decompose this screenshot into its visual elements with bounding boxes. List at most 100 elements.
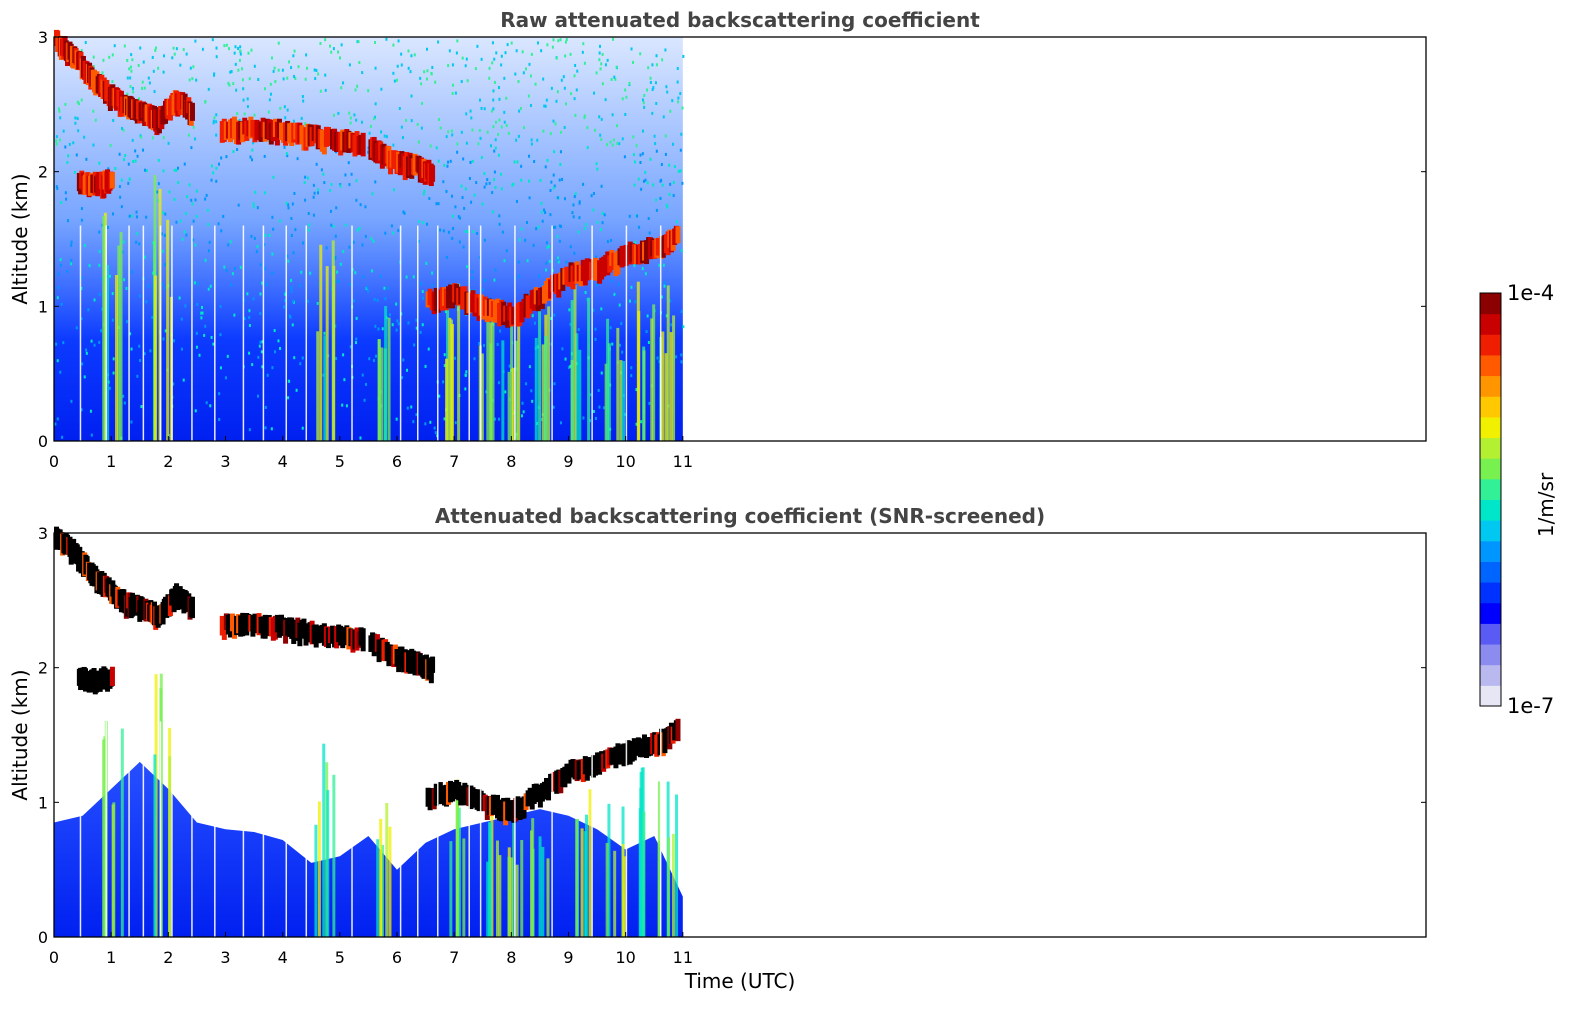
noise-speckle (600, 184, 603, 188)
noise-speckle (147, 284, 150, 288)
noise-speckle (253, 236, 256, 240)
noise-speckle (302, 99, 305, 103)
noise-speckle (132, 159, 135, 163)
noise-speckle (447, 64, 450, 68)
noise-speckle (538, 274, 541, 278)
noise-speckle (83, 244, 86, 248)
noise-speckle (499, 329, 502, 333)
noise-speckle (242, 98, 245, 102)
noise-speckle (212, 342, 215, 346)
noise-speckle (57, 272, 60, 276)
noise-speckle (559, 421, 562, 425)
noise-speckle (172, 339, 175, 343)
plume-streak (498, 855, 502, 937)
noise-speckle (292, 299, 295, 303)
noise-speckle (497, 153, 500, 157)
noise-speckle (470, 200, 473, 204)
noise-speckle (272, 69, 275, 73)
plume-streak (675, 794, 679, 937)
noise-speckle (397, 322, 400, 326)
noise-speckle (316, 191, 319, 195)
noise-speckle (123, 401, 126, 405)
noise-speckle (188, 183, 191, 187)
noise-speckle (134, 159, 137, 163)
colorbar-min-label: 1e-7 (1507, 694, 1554, 718)
noise-speckle (218, 417, 221, 421)
noise-speckle (403, 211, 406, 215)
noise-speckle (642, 129, 645, 133)
noise-speckle (584, 226, 587, 230)
noise-speckle (410, 405, 413, 409)
noise-speckle (541, 219, 544, 223)
noise-speckle (137, 63, 140, 67)
noise-speckle (302, 241, 305, 245)
noise-speckle (468, 176, 471, 180)
plume-streak (606, 318, 610, 441)
noise-speckle (569, 364, 572, 368)
noise-speckle (569, 92, 572, 96)
noise-speckle (332, 113, 335, 117)
noise-speckle (152, 69, 155, 73)
colorbar-frame (1479, 292, 1502, 707)
noise-speckle (647, 340, 650, 344)
noise-speckle (460, 130, 463, 134)
boundary-layer (54, 761, 683, 937)
noise-speckle (471, 159, 474, 163)
noise-speckle (452, 83, 455, 87)
noise-speckle (246, 292, 249, 296)
noise-speckle (247, 51, 250, 55)
noise-speckle (140, 405, 143, 409)
noise-speckle (178, 296, 181, 300)
noise-speckle (55, 135, 58, 139)
noise-speckle (549, 188, 552, 192)
noise-speckle (447, 160, 450, 164)
noise-speckle (268, 233, 271, 237)
noise-speckle (547, 244, 550, 248)
noise-speckle (574, 192, 577, 196)
noise-speckle (130, 214, 133, 218)
plume-streak (119, 232, 123, 441)
noise-speckle (498, 214, 501, 218)
cloud-cell (109, 171, 115, 189)
plume-streak (667, 837, 671, 937)
colorbar-swatch (1480, 416, 1501, 439)
noise-speckle (131, 270, 134, 274)
noise-speckle (477, 142, 480, 146)
noise-speckle (368, 357, 371, 361)
noise-speckle (669, 109, 672, 113)
noise-speckle (529, 104, 532, 108)
noise-speckle (682, 325, 685, 329)
noise-speckle (653, 134, 656, 138)
noise-speckle (528, 365, 531, 369)
noise-speckle (209, 284, 212, 288)
noise-speckle (356, 228, 359, 232)
noise-speckle (376, 298, 379, 302)
noise-speckle (192, 65, 195, 69)
noise-speckle (183, 230, 186, 234)
noise-speckle (355, 179, 358, 183)
noise-speckle (224, 376, 227, 380)
noise-speckle (173, 52, 176, 56)
cloud-cell (109, 666, 115, 687)
noise-speckle (666, 205, 669, 209)
noise-speckle (258, 344, 261, 348)
noise-speckle (373, 117, 376, 121)
noise-speckle (80, 218, 83, 222)
noise-speckle (338, 56, 341, 60)
noise-speckle (239, 49, 242, 53)
colorbar-swatch (1480, 664, 1501, 686)
noise-speckle (343, 378, 346, 382)
noise-speckle (57, 107, 60, 111)
noise-speckle (618, 343, 621, 347)
noise-speckle (230, 70, 233, 74)
noise-speckle (293, 75, 296, 79)
noise-speckle (246, 105, 249, 109)
noise-speckle (290, 234, 293, 238)
noise-speckle (176, 166, 179, 170)
noise-speckle (601, 211, 604, 215)
noise-speckle (80, 98, 83, 102)
noise-speckle (597, 388, 600, 392)
noise-speckle (633, 183, 636, 187)
y-tick-label: 3 (38, 28, 48, 47)
noise-speckle (203, 333, 206, 337)
